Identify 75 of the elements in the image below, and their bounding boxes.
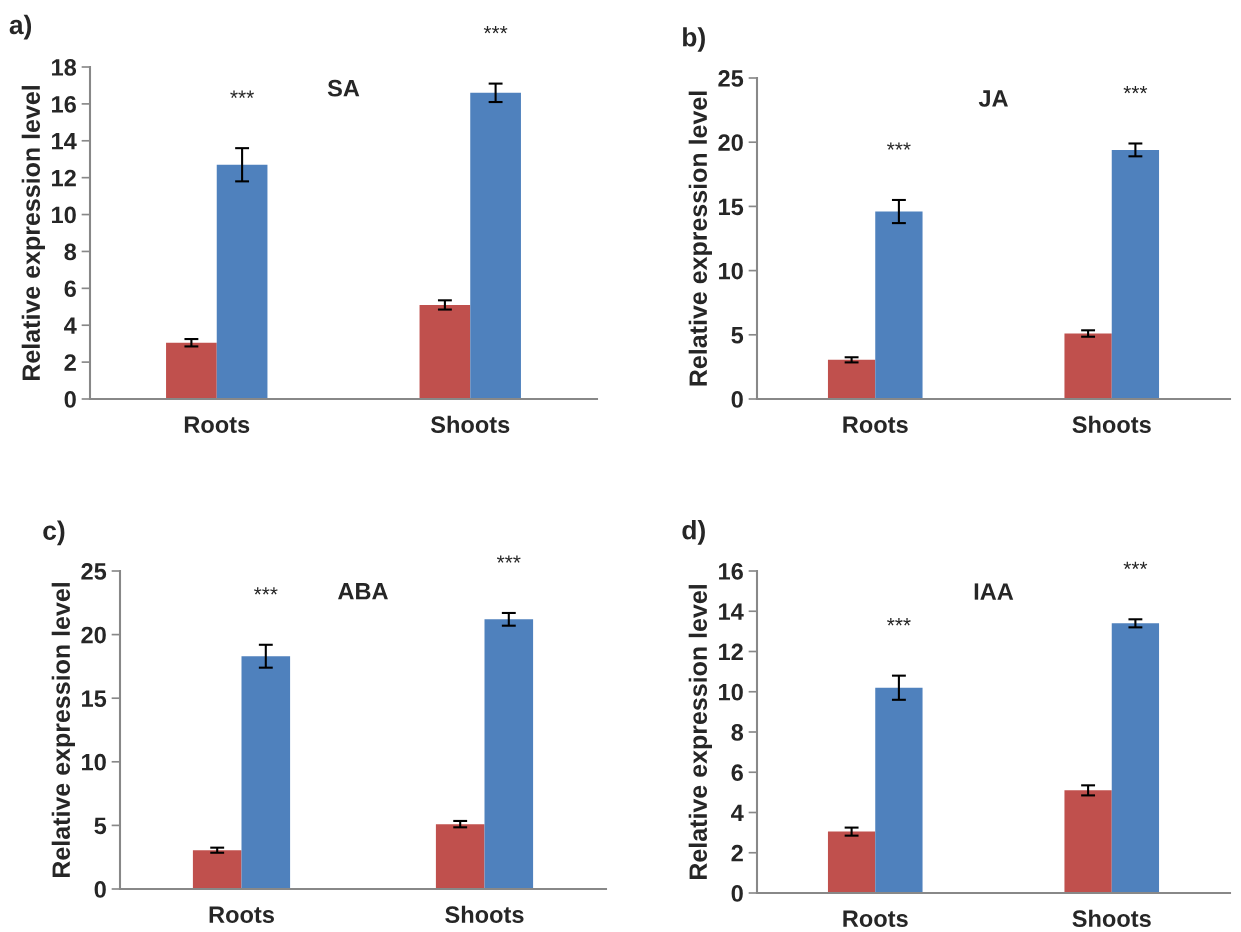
y-tick-label: 4 [731,804,744,822]
y-tick-label: 15 [82,690,107,707]
chart-title: IAA [974,583,1014,600]
chart-title: SA [327,79,360,97]
y-tick-label: 14 [52,133,77,150]
y-tick-label: 18 [52,59,77,76]
bar [827,359,876,399]
x-tick-label: Shoots [430,415,510,434]
y-tick-label: 10 [719,262,743,280]
annotation: *** [1123,85,1148,94]
y-tick-label: 5 [94,817,107,835]
bar [1111,149,1160,399]
annotation: *** [887,618,911,626]
bar [875,687,923,893]
y-tick-label: 0 [731,391,743,408]
bar [484,619,534,889]
x-tick-label: Shoots [1072,909,1151,928]
x-tick-label: Roots [843,910,908,928]
x-tick-label: Roots [843,416,908,434]
y-tick-label: 20 [81,626,106,644]
bar [1064,790,1112,893]
bar [1111,623,1160,893]
y-axis-title: Relative expression level [688,91,712,386]
text: *** [496,555,521,563]
y-tick-label: 8 [64,243,77,261]
y-tick-label: 0 [94,881,106,898]
x-tick-label: Shoots [445,905,524,924]
y-tick-label: 20 [718,134,743,151]
y-tick-label: 2 [64,354,76,371]
y-tick-label: 0 [64,391,76,408]
text: a) [9,14,32,40]
bar [470,92,521,399]
text: b) [683,27,705,52]
y-tick-label: 12 [52,169,76,187]
y-tick-label: 14 [719,603,744,620]
y-tick-label: 4 [64,317,77,334]
bar [419,304,471,399]
y-axis-title: Relative expression level [51,583,75,878]
y-tick-label: 10 [52,206,76,224]
bar [216,164,268,399]
chart-title: ABA [338,583,388,600]
y-tick-label: 16 [52,95,76,113]
x-tick-label: Roots [209,906,274,924]
bar [1064,333,1112,399]
text: *** [483,26,508,34]
y-tick-label: 12 [719,643,743,661]
y-tick-label: 25 [718,70,744,87]
text: c) [43,520,65,546]
text: d) [682,520,705,545]
y-tick-label: 15 [719,198,744,216]
chart-title: JA [978,90,1008,107]
y-tick-label: 16 [719,563,743,580]
bar [166,342,217,399]
y-tick-label: 6 [64,280,76,298]
bar [875,211,923,399]
y-tick-label: 10 [82,753,106,771]
bar [435,824,485,889]
annotation: *** [887,142,911,150]
bar [192,850,242,889]
y-tick-label: 6 [731,764,743,782]
text: *** [1123,561,1148,570]
y-tick-label: 0 [731,885,743,902]
y-tick-label: 2 [731,844,743,862]
y-axis-title: Relative expression level [21,86,45,381]
y-tick-label: 25 [81,563,107,580]
y-axis-title: Relative expression level [688,585,712,880]
bar [241,656,291,889]
annotation: *** [253,587,278,595]
bar [827,831,876,893]
y-tick-label: 10 [719,683,743,701]
y-tick-label: 5 [731,327,744,344]
annotation: *** [230,90,254,98]
x-tick-label: Shoots [1072,415,1151,434]
x-tick-label: Roots [184,416,250,434]
y-tick-label: 8 [731,724,744,741]
